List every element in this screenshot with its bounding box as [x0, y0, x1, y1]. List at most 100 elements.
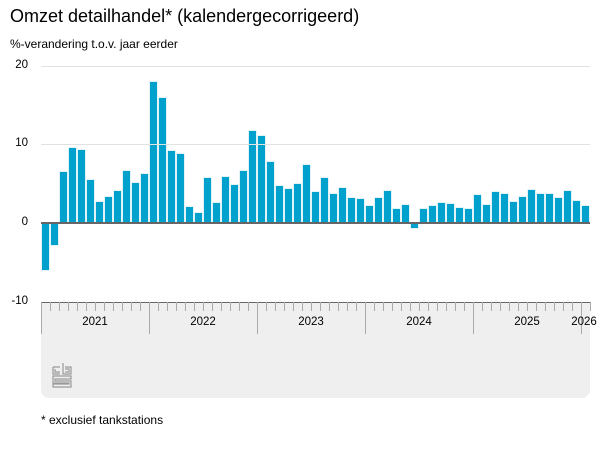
bar-2022-12[interactable]: [249, 130, 256, 223]
bar-2021-11[interactable]: [132, 182, 139, 223]
bar-2022-01[interactable]: [150, 82, 157, 223]
bar-2022-05[interactable]: [186, 207, 193, 223]
month-tick: [563, 302, 564, 311]
bar-2025-10[interactable]: [555, 197, 562, 223]
bar-2024-12[interactable]: [465, 208, 472, 223]
bar-2024-04[interactable]: [393, 208, 400, 223]
bar-2025-02[interactable]: [483, 204, 490, 223]
month-tick: [221, 302, 222, 311]
bar-2025-09[interactable]: [546, 193, 553, 223]
bar-2023-05[interactable]: [294, 184, 301, 223]
month-tick: [68, 302, 69, 311]
month-tick: [491, 302, 492, 311]
month-tick: [464, 302, 465, 311]
month-tick: [203, 302, 204, 311]
bar-2022-03[interactable]: [168, 150, 175, 223]
bar-2023-03[interactable]: [276, 186, 283, 223]
cbs-logo-icon: [52, 363, 72, 388]
y-tick-label: 20: [15, 58, 28, 71]
bar-2022-11[interactable]: [240, 171, 247, 223]
bar-2025-01[interactable]: [474, 195, 481, 223]
bar-2021-04[interactable]: [69, 148, 76, 223]
year-label-2021: 2021: [82, 316, 108, 328]
bar-2024-01[interactable]: [366, 205, 373, 223]
year-divider: [365, 302, 366, 334]
bar-2021-09[interactable]: [114, 190, 121, 223]
bar-2024-02[interactable]: [375, 197, 382, 223]
bar-2023-07[interactable]: [312, 192, 319, 223]
bar-2021-03[interactable]: [60, 171, 67, 223]
bar-2024-07[interactable]: [420, 208, 427, 223]
bar-2023-08[interactable]: [321, 178, 328, 223]
bar-2025-05[interactable]: [510, 201, 517, 223]
bar-2022-02[interactable]: [159, 97, 166, 223]
bar-2022-10[interactable]: [231, 185, 238, 223]
y-tick-label: 10: [15, 137, 28, 150]
bar-2022-07[interactable]: [204, 178, 211, 223]
bar-2021-01[interactable]: [42, 223, 49, 271]
year-label-2024: 2024: [406, 316, 432, 328]
month-tick: [419, 302, 420, 311]
bar-2024-09[interactable]: [438, 202, 445, 223]
bar-2023-04[interactable]: [285, 189, 292, 223]
bar-2021-02[interactable]: [51, 223, 58, 246]
gridline: [41, 66, 590, 67]
bar-2026-01[interactable]: [582, 206, 589, 223]
zero-baseline: [41, 222, 590, 224]
bar-2022-08[interactable]: [213, 202, 220, 223]
bar-2022-06[interactable]: [195, 212, 202, 223]
month-tick: [95, 302, 96, 311]
bar-2024-10[interactable]: [447, 204, 454, 223]
year-label-2025: 2025: [514, 316, 540, 328]
bar-2025-12[interactable]: [573, 200, 580, 223]
month-tick: [176, 302, 177, 311]
month-tick: [437, 302, 438, 311]
month-tick: [284, 302, 285, 311]
month-tick: [230, 302, 231, 311]
year-divider: [149, 302, 150, 334]
month-tick: [536, 302, 537, 311]
bar-2023-02[interactable]: [267, 161, 274, 223]
bar-2023-06[interactable]: [303, 164, 310, 223]
month-tick: [428, 302, 429, 311]
bar-2023-01[interactable]: [258, 135, 265, 223]
month-tick: [410, 302, 411, 311]
bar-2021-05[interactable]: [78, 149, 85, 223]
year-label-2023: 2023: [298, 316, 324, 328]
chart-title: Omzet detailhandel* (kalendergecorrigeer…: [10, 6, 360, 26]
bar-2024-05[interactable]: [402, 204, 409, 223]
bar-2025-06[interactable]: [519, 197, 526, 223]
bar-2022-09[interactable]: [222, 176, 229, 223]
bar-2023-11[interactable]: [348, 197, 355, 223]
bar-2023-09[interactable]: [330, 193, 337, 223]
bar-2021-08[interactable]: [105, 197, 112, 223]
bar-2021-12[interactable]: [141, 174, 148, 223]
month-tick: [401, 302, 402, 311]
bar-2025-11[interactable]: [564, 190, 571, 223]
bar-2025-04[interactable]: [501, 193, 508, 223]
bar-2021-10[interactable]: [123, 171, 130, 223]
bar-2025-07[interactable]: [528, 189, 535, 223]
bar-2024-06[interactable]: [411, 223, 418, 228]
bar-2022-04[interactable]: [177, 153, 184, 223]
month-tick: [266, 302, 267, 311]
month-tick: [500, 302, 501, 311]
bar-2023-10[interactable]: [339, 187, 346, 223]
x-axis-panel: [41, 302, 590, 398]
bar-2025-03[interactable]: [492, 192, 499, 223]
footnote: * exclusief tankstations: [41, 413, 164, 427]
month-tick: [482, 302, 483, 311]
bar-2023-12[interactable]: [357, 198, 364, 223]
year-label-2022: 2022: [190, 316, 216, 328]
bar-2021-07[interactable]: [96, 201, 103, 223]
month-tick: [590, 302, 591, 311]
month-tick: [248, 302, 249, 311]
month-tick: [509, 302, 510, 311]
month-tick: [356, 302, 357, 311]
gridline: [41, 144, 590, 145]
bar-2021-06[interactable]: [87, 179, 94, 223]
bar-2024-03[interactable]: [384, 190, 391, 223]
bar-2025-08[interactable]: [537, 193, 544, 223]
bar-2024-08[interactable]: [429, 205, 436, 223]
bar-2024-11[interactable]: [456, 208, 463, 223]
